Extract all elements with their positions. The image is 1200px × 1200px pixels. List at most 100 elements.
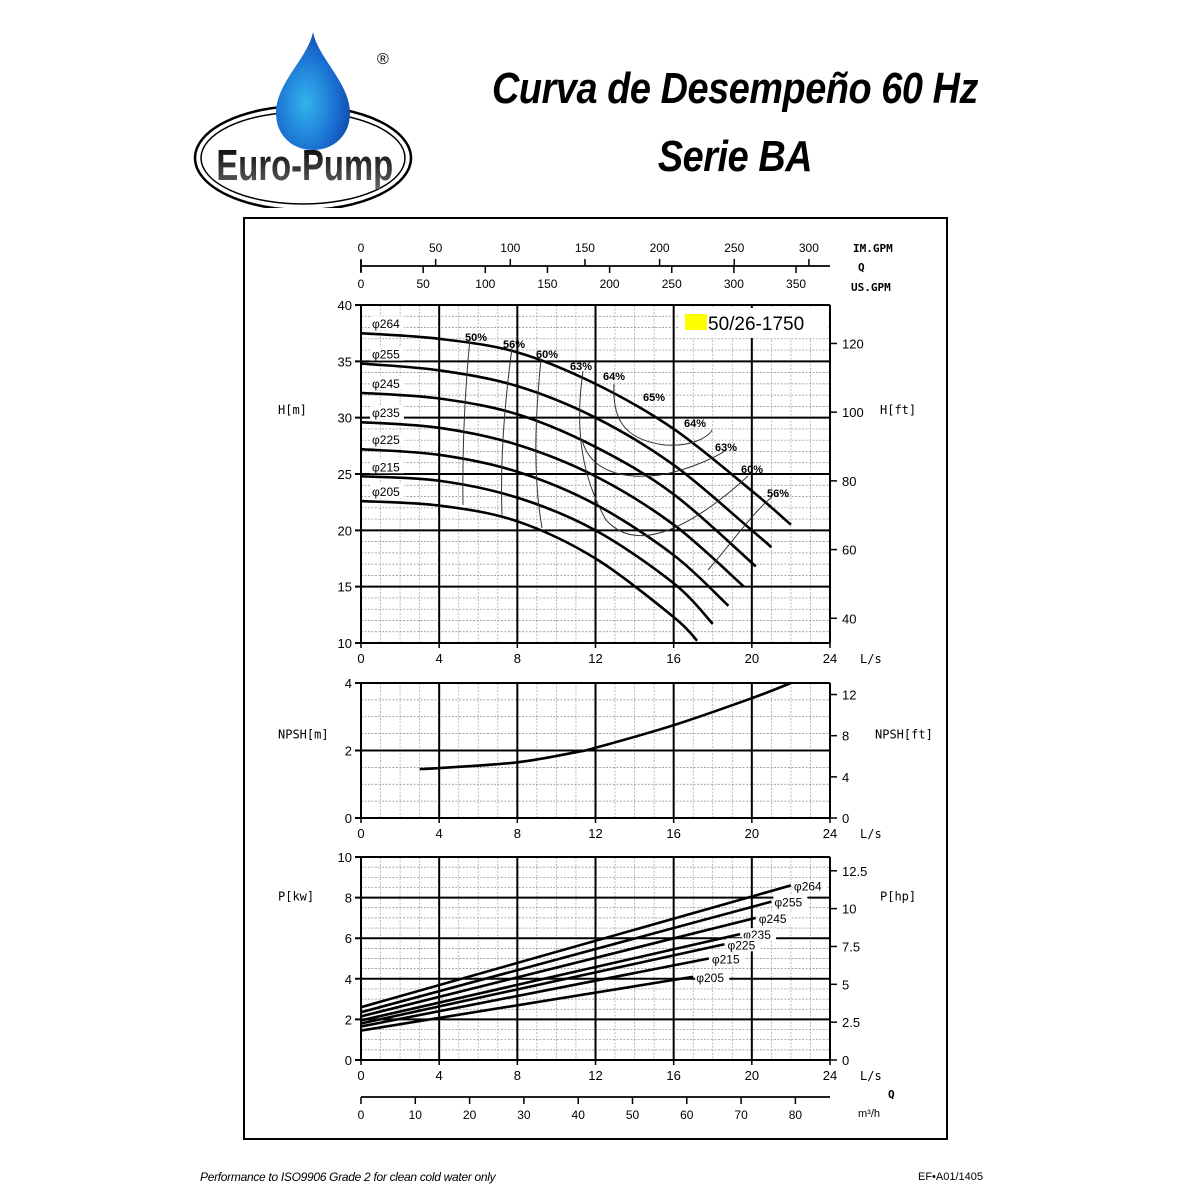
diameter-label: φ264: [372, 317, 400, 331]
m3h-tick: 10: [409, 1108, 423, 1122]
head-chart: 10 15 20 25 30 35 40 0 4 8 12 16 20 24 L/s H[m] H[ft] 40 6…: [278, 298, 916, 666]
x-axis-unit: L/s: [860, 827, 882, 841]
efficiency-curve: [579, 370, 749, 537]
x-tick-label: 24: [823, 1068, 837, 1083]
y-tick-label: 0: [345, 1053, 352, 1068]
x-tick-label: 4: [436, 1068, 443, 1083]
y-tick-label: 2: [345, 1012, 352, 1027]
y-axis-label: NPSH[m]: [278, 728, 329, 742]
efficiency-label: 56%: [767, 488, 789, 500]
power-diameter-label: φ225: [727, 938, 755, 952]
m3h-tick: 30: [517, 1108, 531, 1122]
y-right-tick-label: 0: [842, 1053, 849, 1068]
m3h-tick: 60: [680, 1108, 694, 1122]
x-tick-label: 12: [588, 651, 602, 666]
svg-text:Euro-Pump: Euro-Pump: [216, 141, 393, 190]
efficiency-curve: [501, 347, 513, 516]
model-label: 50/26-1750: [708, 314, 804, 335]
y-tick-label: 40: [338, 298, 352, 313]
y-axis-label: P[kw]: [278, 890, 314, 904]
curve-φ235: [360, 420, 745, 588]
chart-frame: [243, 217, 948, 1140]
curve-NPSHr: [419, 681, 792, 771]
x-tick-label: 12: [588, 1068, 602, 1083]
footer-code: EF•A01/1405: [918, 1171, 984, 1183]
us-gpm-tick: 350: [786, 277, 806, 291]
y-right-tick-label: 40: [842, 611, 856, 626]
curve-φ205: [360, 499, 699, 642]
x-tick-label: 4: [436, 826, 443, 841]
im-gpm-tick: 200: [650, 241, 670, 255]
diameter-label: φ235: [372, 406, 400, 420]
m3h-tick: 0: [358, 1108, 365, 1122]
y-tick-label: 15: [338, 580, 352, 595]
x-axis-unit: L/s: [860, 1069, 882, 1083]
q-label-bottom: Q: [888, 1088, 895, 1101]
page-title: Curva de Desempeño 60 Hz Serie BA: [473, 55, 998, 191]
curve-φ264: [360, 331, 792, 526]
curve-φ225: [360, 943, 725, 1025]
us-gpm-tick: 150: [537, 277, 557, 291]
power-diameter-label: φ255: [774, 896, 802, 910]
x-axis-unit: L/s: [860, 652, 882, 666]
y-tick-label: 6: [345, 931, 352, 946]
im-gpm-label: IM.GPM: [853, 242, 893, 255]
x-tick-label: 0: [357, 1068, 364, 1083]
efficiency-curve: [535, 358, 543, 529]
y-tick-label: 8: [345, 891, 352, 906]
im-gpm-tick: 50: [429, 241, 443, 255]
efficiency-curve: [581, 439, 727, 477]
curve-φ215: [360, 474, 714, 625]
model-color-swatch: [685, 314, 707, 330]
m3h-tick: 70: [734, 1108, 748, 1122]
y-right-tick-label: 0: [842, 811, 849, 826]
title-line-2: Serie BA: [657, 132, 813, 181]
us-gpm-tick: 200: [600, 277, 620, 291]
y-tick-label: 10: [338, 850, 352, 865]
im-gpm-tick: 150: [575, 241, 595, 255]
x-tick-label: 8: [514, 826, 521, 841]
y-tick-label: 2: [345, 744, 352, 759]
x-tick-label: 12: [588, 826, 602, 841]
x-tick-label: 16: [666, 826, 680, 841]
efficiency-curve: [462, 337, 471, 506]
diameter-label: φ215: [372, 460, 400, 474]
y-right-tick-label: 80: [842, 474, 856, 489]
y-right-tick-label: 7.5: [842, 939, 860, 954]
curve-φ255: [360, 900, 772, 1014]
curve-φ245: [360, 916, 757, 1018]
us-gpm-tick: 300: [724, 277, 744, 291]
curve-φ215: [360, 957, 710, 1028]
m3h-tick: 20: [463, 1108, 477, 1122]
power-diameter-label: φ264: [794, 879, 822, 893]
curve-φ245: [360, 391, 757, 568]
y-axis-label: H[m]: [278, 403, 307, 417]
efficiency-label: 64%: [684, 418, 706, 430]
us-gpm-tick: 50: [416, 277, 430, 291]
y-right-tick-label: 4: [842, 770, 849, 785]
y-tick-label: 35: [338, 354, 352, 369]
y-tick-label: 4: [345, 676, 352, 691]
im-gpm-tick: 300: [799, 241, 819, 255]
im-gpm-tick: 250: [724, 241, 744, 255]
y-tick-label: 0: [345, 811, 352, 826]
power-diameter-label: φ205: [696, 971, 724, 985]
curve-φ225: [360, 447, 730, 607]
power-diameter-label: φ215: [712, 953, 740, 967]
y-right-tick-label: 2.5: [842, 1015, 860, 1030]
x-tick-label: 4: [436, 651, 443, 666]
x-tick-label: 8: [514, 1068, 521, 1083]
y-tick-label: 20: [338, 523, 352, 538]
efficiency-label: 63%: [715, 442, 737, 454]
x-tick-label: 0: [357, 651, 364, 666]
y-tick-label: 10: [338, 636, 352, 651]
us-gpm-tick: 0: [358, 277, 365, 291]
y-tick-label: 4: [345, 972, 352, 987]
im-gpm-tick: 100: [500, 241, 520, 255]
x-tick-label: 16: [666, 1068, 680, 1083]
diameter-label: φ225: [372, 433, 400, 447]
diameter-label: φ245: [372, 377, 400, 391]
us-gpm-tick: 250: [662, 277, 682, 291]
